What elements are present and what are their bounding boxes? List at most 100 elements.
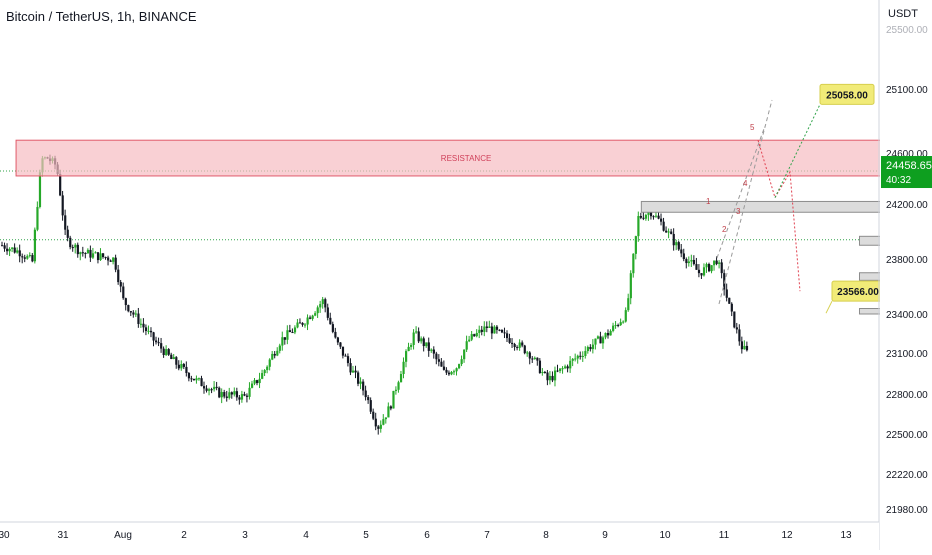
candle-body <box>240 394 244 400</box>
candle-body <box>357 372 360 384</box>
channel-lower-line <box>716 125 766 259</box>
candle-body <box>324 299 327 308</box>
candle-body <box>74 244 77 248</box>
candle-body <box>531 358 534 360</box>
candle-body <box>488 326 491 328</box>
candle-body <box>475 332 478 337</box>
candle-body <box>195 378 198 381</box>
x-tick-label: 13 <box>840 530 852 541</box>
candle-body <box>139 323 143 325</box>
candle-body <box>561 368 564 370</box>
current-price-tag <box>881 156 932 189</box>
candle-body <box>89 249 92 258</box>
candle-body <box>64 215 67 230</box>
candle-body <box>119 282 122 287</box>
candle-body <box>387 406 390 418</box>
candle-body <box>566 366 569 369</box>
candle-body <box>59 173 62 196</box>
candle-body <box>13 247 16 253</box>
candle-body <box>205 388 208 391</box>
candle-body <box>410 344 413 347</box>
x-tick-label: 8 <box>543 530 549 541</box>
candle-body <box>94 252 97 254</box>
candle-body <box>354 370 357 373</box>
candle-body <box>622 321 625 323</box>
candle-body <box>715 260 718 264</box>
candle-body <box>536 357 539 361</box>
candle-body <box>420 338 423 342</box>
candle-body <box>465 341 468 350</box>
candle-body <box>99 253 102 261</box>
candle-body <box>379 424 382 429</box>
candle-body <box>170 354 173 359</box>
candle-body <box>124 298 127 306</box>
bullish-projection <box>774 104 821 198</box>
candle-body <box>175 357 178 365</box>
candle-body <box>367 397 370 401</box>
candle-body <box>261 373 264 379</box>
candle-body <box>637 216 640 237</box>
candle-body <box>442 366 446 370</box>
candle-body <box>490 326 494 334</box>
candle-body <box>384 417 387 420</box>
candle-body <box>506 333 509 339</box>
candle-body <box>228 392 231 398</box>
candle-body <box>268 359 271 367</box>
candle-body <box>326 307 329 318</box>
candle-body <box>589 347 592 350</box>
candle-body <box>526 352 529 354</box>
candle-body <box>278 345 281 351</box>
x-tick-label: 11 <box>719 530 730 541</box>
candle-body <box>556 370 559 372</box>
candle-body <box>33 229 37 262</box>
candle-body <box>104 257 107 259</box>
candle-body <box>702 267 706 276</box>
candle-body <box>607 332 610 336</box>
candle-body <box>665 230 668 233</box>
candle-body <box>733 311 736 328</box>
y-tick-label: 24200.00 <box>886 200 928 211</box>
x-tick-label: 10 <box>659 530 671 541</box>
candle-body <box>571 358 574 361</box>
candle-body <box>86 249 90 254</box>
candle-body <box>493 326 496 334</box>
candle-body <box>230 392 233 395</box>
y-tick-label: 22500.00 <box>886 430 928 441</box>
candle-body <box>16 250 19 253</box>
candle-body <box>440 361 443 367</box>
candle-body <box>147 330 150 332</box>
candle-body <box>432 349 435 354</box>
candle-body <box>26 256 29 259</box>
candle-body <box>718 262 721 264</box>
candle-body <box>66 229 69 238</box>
candle-body <box>725 289 728 298</box>
wave-label-3: 3 <box>736 207 741 216</box>
wave-label-2: 2 <box>722 225 727 234</box>
candle-body <box>394 389 398 391</box>
candle-body <box>167 349 170 355</box>
candle-body <box>405 351 408 362</box>
candle-body <box>329 317 332 325</box>
candle-body <box>203 386 206 389</box>
candle-body <box>1 245 4 247</box>
candle-body <box>69 237 72 248</box>
currency-label: USDT <box>888 8 918 20</box>
candle-body <box>581 355 584 357</box>
bearish-projection <box>757 140 801 292</box>
candle-body <box>708 263 711 272</box>
candle-body <box>200 378 203 387</box>
y-tick-label: 22220.00 <box>886 470 928 481</box>
candle-body <box>107 257 110 261</box>
candle-body <box>447 372 451 375</box>
candle-body <box>559 368 562 372</box>
candle-body <box>109 260 112 262</box>
candle-body <box>649 211 653 217</box>
candle-body <box>243 394 246 396</box>
target-label-0: 25058.00 <box>826 90 868 101</box>
candle-body <box>516 347 519 349</box>
candle-body <box>427 342 430 351</box>
candle-body <box>500 329 504 333</box>
candle-body <box>117 269 120 283</box>
